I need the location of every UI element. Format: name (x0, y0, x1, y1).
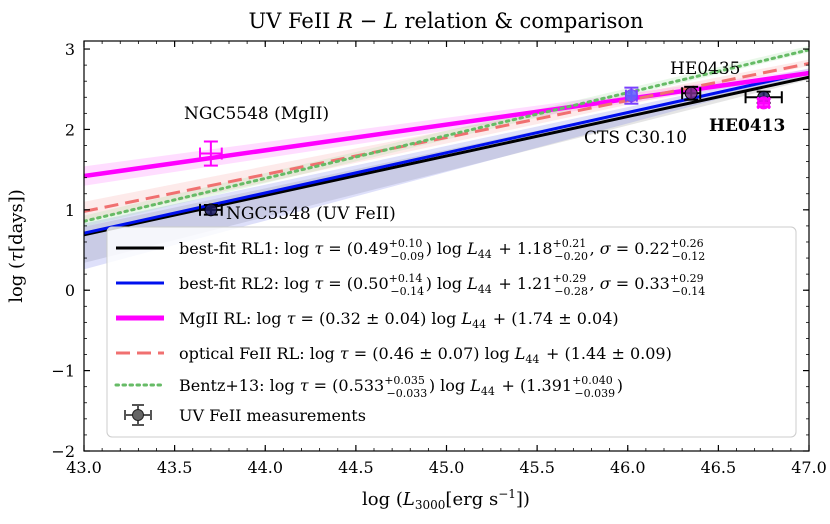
legend-entry: best-fit RL1: log τ = (0.49+0.10 −0.09 ) … (116, 237, 707, 263)
y-tick-label: 3 (65, 40, 75, 59)
line-optical-feii-rl (84, 62, 809, 213)
annotation-he0413: HE0413 (709, 116, 785, 136)
line-bentz-13 (84, 48, 809, 223)
band-best-fit-rl2 (84, 68, 809, 270)
y-axis-label: log (τ[days]) (6, 189, 27, 303)
legend-box (106, 226, 797, 438)
legend-entry: UV FeII measurements (124, 404, 366, 426)
legend-entry: optical FeII RL: log τ = (0.46 ± 0.07) l… (116, 344, 672, 366)
point-ngc5548-uv-feii- (199, 203, 223, 217)
legend-label: optical FeII RL: log τ = (0.46 ± 0.07) l… (179, 344, 672, 366)
point-annotations: NGC5548 (MgII) NGC5548 (UV FeII) HE0435 CTS… (184, 59, 785, 224)
x-tick-label: 43.5 (157, 458, 193, 477)
annotation-cts-c30-10: CTS C30.10 (584, 128, 687, 148)
point-he0435 (681, 85, 702, 101)
legend-entry: Bentz+13: log τ = (0.533+0.035 −0.033 ) l… (114, 374, 623, 400)
x-axis: 43.0 43.5 44.0 44.5 45.0 45.5 46.0 46.5 47.0 (66, 41, 827, 477)
annotation-he0435: HE0435 (670, 59, 741, 79)
x-tick-label: 46.5 (701, 458, 737, 477)
point-cts-c30-10 (624, 86, 639, 105)
annotation-ngc5548-mgii-: NGC5548 (MgII) (184, 104, 329, 124)
x-tick-label: 45.0 (429, 458, 465, 477)
x-tick-label: 43.0 (66, 458, 102, 477)
chart-title: UV FeII R − L relation & comparison (248, 9, 643, 33)
x-tick-label: 45.5 (519, 458, 555, 477)
legend-label: UV FeII measurements (179, 406, 366, 425)
y-tick-label: 0 (65, 281, 75, 300)
point-he0413-mgii- (756, 96, 771, 110)
y-tick-label: −1 (51, 362, 75, 381)
legend-label: Bentz+13: log τ = (0.533+0.035 −0.033 ) l… (179, 374, 623, 400)
legend-label: MgII RL: log τ = (0.32 ± 0.04) log L44 +… (179, 309, 619, 331)
y-tick-label: 2 (65, 120, 75, 139)
x-tick-label: 44.5 (338, 458, 374, 477)
y-axis: −2 −1 0 1 2 3 (51, 40, 809, 461)
data-points (199, 85, 783, 217)
y-tick-label: 1 (65, 201, 75, 220)
x-tick-label: 47.0 (791, 458, 827, 477)
y-tick-label: −2 (51, 442, 75, 461)
legend: best-fit RL1: log τ = (0.49+0.10 −0.09 ) … (106, 226, 797, 438)
legend-entry: best-fit RL2: log τ = (0.50+0.14 −0.14 ) … (116, 272, 707, 298)
legend-label: best-fit RL2: log τ = (0.50+0.14 −0.14 ) … (179, 272, 707, 298)
x-axis-label: log (L3000[erg s−1]) (362, 487, 530, 512)
annotation-ngc5548-uv-feii-: NGC5548 (UV FeII) (226, 204, 396, 224)
x-tick-label: 44.0 (247, 458, 283, 477)
legend-label: best-fit RL1: log τ = (0.49+0.10 −0.09 ) … (179, 237, 707, 263)
x-tick-label: 46.0 (610, 458, 646, 477)
band-best-fit-rl1 (84, 73, 809, 263)
point-ngc5548-mgii- (199, 140, 223, 167)
legend-entry: MgII RL: log τ = (0.32 ± 0.04) log L44 +… (116, 309, 619, 331)
